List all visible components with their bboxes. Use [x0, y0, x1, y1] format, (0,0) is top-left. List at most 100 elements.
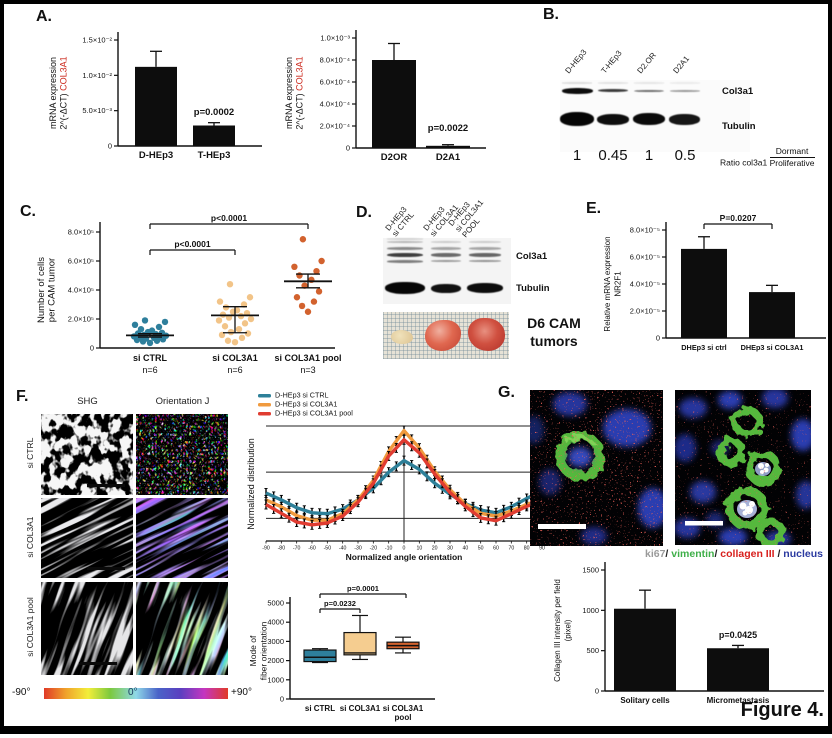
svg-text:-40: -40 [339, 546, 347, 552]
orientationj-image-si-ctrl [136, 414, 228, 495]
western-blot-d [383, 238, 511, 304]
panel-e-bar-chart: Relative mRNA expression NR2F1 0 2.0×10⁻⁵ 4.… [596, 206, 832, 374]
svg-text:per CAM tumor: per CAM tumor [47, 258, 58, 322]
svg-text:p<0.0001: p<0.0001 [174, 239, 210, 249]
svg-text:Number of cells: Number of cells [36, 257, 47, 323]
panel-c-label: C. [20, 203, 36, 220]
svg-text:10: 10 [416, 546, 422, 552]
shg-image-si-col3a1-pool [41, 582, 133, 675]
svg-text:Collagen III intensity per fie: Collagen III intensity per field [553, 579, 562, 682]
colorbar-label-left: -90° [12, 687, 31, 698]
svg-text:-10: -10 [385, 546, 393, 552]
svg-text:6.0×10⁵: 6.0×10⁵ [68, 257, 94, 266]
svg-text:8.0×10⁻⁵: 8.0×10⁻⁵ [630, 226, 660, 235]
photo-caption: D6 CAM tumors [527, 315, 581, 349]
svg-text:500: 500 [586, 646, 599, 655]
blot-lane-label: D-HEp3 [563, 47, 589, 76]
row-label-si-ctrl: si CTRL [25, 437, 35, 469]
panel-f-label: F. [16, 388, 29, 405]
svg-text:si COL3A1 pool: si COL3A1 pool [274, 353, 341, 363]
svg-text:p=0.0425: p=0.0425 [719, 630, 757, 640]
blot-lane-label: D2A1 [671, 54, 692, 76]
svg-text:70: 70 [508, 546, 514, 552]
svg-text:4.0×10⁵: 4.0×10⁵ [68, 286, 94, 295]
band-label-col3a1: Col3a1 [516, 251, 548, 262]
svg-text:Relative mRNA expression: Relative mRNA expression [603, 236, 612, 331]
svg-text:6.0×10⁻⁴: 6.0×10⁻⁴ [320, 78, 350, 87]
svg-text:Micrometastasis: Micrometastasis [707, 696, 770, 705]
scale-bar [87, 484, 125, 487]
svg-text:2.0×10⁻⁴: 2.0×10⁻⁴ [320, 122, 350, 131]
column-header-shg: SHG [77, 396, 98, 407]
svg-text:3000: 3000 [267, 637, 284, 646]
svg-text:D2A1: D2A1 [436, 152, 461, 163]
column-header-orientationj: Orientation J [155, 396, 210, 407]
svg-text:0: 0 [656, 334, 660, 343]
svg-text:p<0.0001: p<0.0001 [211, 213, 247, 223]
svg-text:8.0×10⁻⁴: 8.0×10⁻⁴ [320, 56, 350, 65]
panel-f-line-chart: 100020003000-90-80-70-60-50-40-30-20-100… [246, 388, 578, 568]
svg-text:D-HEp3 si COL3A1 pool: D-HEp3 si COL3A1 pool [275, 409, 353, 418]
svg-text:60: 60 [493, 546, 499, 552]
scale-bar [79, 662, 117, 665]
svg-text:0: 0 [280, 695, 284, 704]
blot-ratio: 1 [572, 147, 582, 164]
colorbar-label-zero: 0° [128, 687, 138, 698]
svg-text:DHEp3 si COL3A1: DHEp3 si COL3A1 [741, 343, 804, 352]
svg-text:fiber orientation: fiber orientation [259, 621, 269, 680]
svg-text:Normalized angle orientation: Normalized angle orientation [346, 552, 463, 562]
blot-ratio: 0.5 [674, 147, 696, 164]
svg-text:0: 0 [90, 344, 94, 353]
svg-text:2.0×10⁻⁵: 2.0×10⁻⁵ [630, 307, 660, 316]
svg-text:0: 0 [595, 687, 599, 696]
blot-lane-label: D2.OR [635, 50, 658, 76]
band-label-tubulin: Tubulin [516, 283, 550, 294]
blot-lane-label: D-HEp3 si CTRL [383, 204, 416, 239]
caption-collagen: collagen III [717, 548, 778, 560]
svg-text:90: 90 [539, 546, 545, 552]
scale-bar [538, 524, 586, 529]
svg-text:-20: -20 [370, 546, 378, 552]
svg-text:0: 0 [403, 546, 406, 552]
svg-text:40: 40 [462, 546, 468, 552]
panel-f-box-chart: Mode of fiber orientation 0 1000 2000 3000 400… [246, 566, 578, 726]
svg-text:pool: pool [395, 713, 412, 722]
cam-tumor-photo [383, 312, 509, 359]
blot-ratio: 0.45 [598, 147, 628, 164]
svg-text:D-HEp3: D-HEp3 [139, 150, 173, 161]
confocal-image-solitary-cell [530, 390, 663, 546]
svg-text:80: 80 [524, 546, 530, 552]
figure-caption-label: Figure 4. [740, 699, 824, 721]
band-label-tubulin: Tubulin [722, 121, 756, 132]
panel-d-label: D. [356, 204, 372, 221]
svg-text:-80: -80 [278, 546, 286, 552]
svg-text:2^(-ΔCT) COL3A1: 2^(-ΔCT) COL3A1 [295, 56, 305, 129]
ratio-caption: Ratio col3a1 Dormant Proliferative [720, 146, 815, 168]
svg-text:n=3: n=3 [300, 365, 315, 375]
svg-text:0: 0 [346, 144, 350, 153]
svg-text:si COL3A1: si COL3A1 [212, 353, 258, 363]
svg-text:1000: 1000 [582, 606, 599, 615]
colorbar-label-right: +90° [231, 687, 252, 698]
caption-slash: / [777, 548, 781, 560]
svg-text:Mode of: Mode of [248, 635, 258, 666]
svg-text:5.0×10⁻³: 5.0×10⁻³ [82, 106, 112, 115]
blot-ratio: 1 [644, 147, 654, 164]
svg-text:p=0.0002: p=0.0002 [194, 107, 234, 118]
panel-b-label: B. [543, 6, 559, 23]
svg-text:6.0×10⁻⁵: 6.0×10⁻⁵ [630, 253, 660, 262]
band-label-col3a1: Col3a1 [722, 86, 754, 97]
orientationj-image-si-col3a1-pool [136, 582, 228, 675]
svg-text:4000: 4000 [267, 618, 284, 627]
svg-text:1.5×10⁻²: 1.5×10⁻² [82, 36, 112, 45]
caption-nucleus: nucleus [780, 548, 823, 560]
svg-text:4.0×10⁻⁴: 4.0×10⁻⁴ [320, 100, 350, 109]
svg-text:-60: -60 [308, 546, 316, 552]
svg-text:p=0.0232: p=0.0232 [324, 599, 356, 608]
shg-image-si-col3a1 [41, 498, 133, 578]
svg-text:si COL3A1: si COL3A1 [340, 704, 381, 713]
row-label-si-col3a1: si COL3A1 [25, 516, 35, 558]
svg-text:2000: 2000 [267, 656, 284, 665]
row-label-si-col3a1-pool: si COL3A1 pool [25, 597, 35, 657]
scale-bar [87, 567, 125, 570]
